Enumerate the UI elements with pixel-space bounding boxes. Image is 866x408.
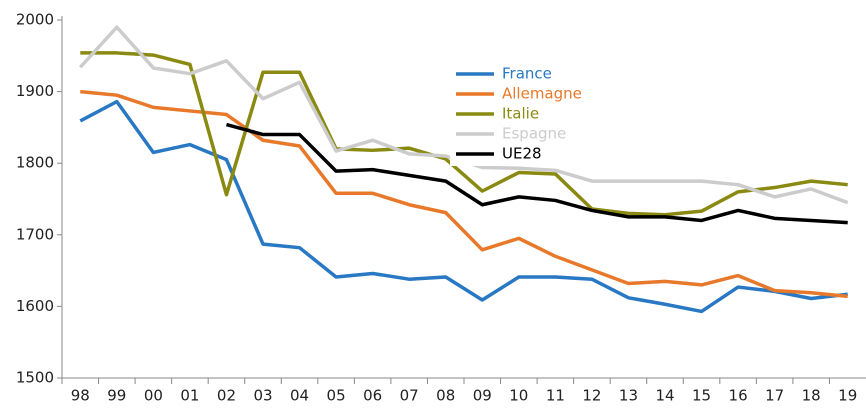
y-tick-label: 1800 [16,154,54,172]
x-tick-label: 00 [144,387,163,405]
x-tick-label: 09 [473,387,492,405]
x-tick-label: 99 [107,387,126,405]
series-line [79,99,848,314]
x-tick-label: 05 [327,387,346,405]
x-tick-label: 16 [729,387,748,405]
x-tick-label: 01 [180,387,199,405]
legend-label: Italie [502,105,539,123]
x-tick-label: 19 [838,387,857,405]
x-tick-label: 98 [71,387,90,405]
x-tick-label: 17 [765,387,784,405]
legend-label: UE28 [502,145,542,163]
x-tick-label: 12 [582,387,601,405]
series-line [80,51,848,217]
y-tick-label: 2000 [16,11,54,29]
x-tick-label: 06 [363,387,382,405]
y-tick-label: 1900 [16,82,54,100]
x-tick-label: 18 [802,387,821,405]
series-line [80,89,848,299]
x-tick-label: 10 [509,387,528,405]
x-tick-label: 15 [692,387,711,405]
legend-label: France [502,65,552,83]
legend-label: Allemagne [502,85,582,103]
x-tick-label: 02 [217,387,236,405]
y-tick-label: 1500 [16,369,54,387]
x-tick-label: 14 [655,387,674,405]
y-tick-label: 1700 [16,225,54,243]
series-line [225,122,848,225]
y-tick-label: 1600 [16,297,54,315]
x-tick-label: 07 [400,387,419,405]
x-tick-label: 13 [619,387,638,405]
x-tick-label: 11 [546,387,565,405]
x-tick-label: 04 [290,387,309,405]
legend-label: Espagne [502,125,566,143]
x-tick-label: 08 [436,387,455,405]
x-tick-label: 03 [253,387,272,405]
